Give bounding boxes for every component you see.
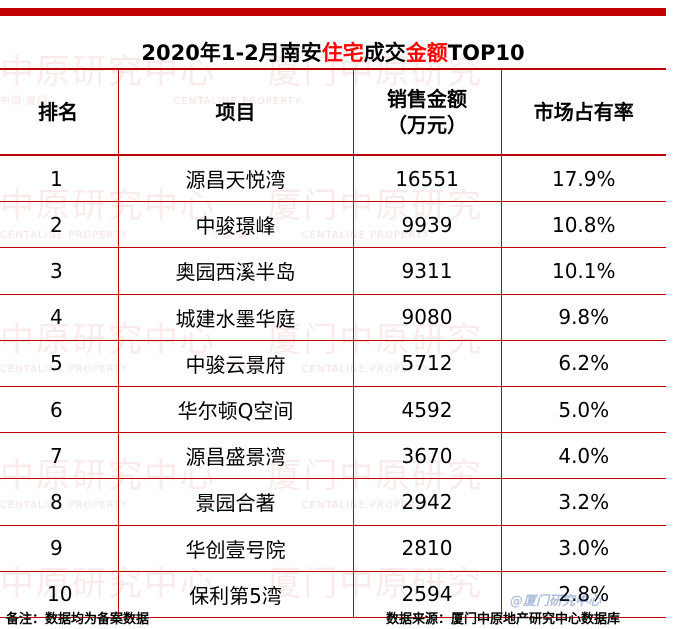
table-row: 3 奥园西溪半岛 9311 10.1%	[0, 247, 666, 295]
column-header-amount: 销售金额 （万元）	[353, 68, 502, 156]
project-cell: 中骏璟峰	[118, 201, 354, 249]
amount-cell: 5712	[353, 340, 502, 387]
table-row: 10 保利第5湾 2594 2.8%	[0, 571, 666, 618]
share-cell: 9.8%	[501, 294, 666, 341]
ranking-table: 排名 项目 销售金额 （万元） 市场占有率 1 源昌天悦湾 16551 17.9…	[0, 68, 666, 618]
share-cell: 3.2%	[501, 478, 666, 526]
amount-cell: 16551	[353, 155, 502, 203]
amount-cell: 9080	[353, 294, 502, 341]
project-cell: 景园合著	[118, 478, 354, 526]
rank-cell: 5	[0, 340, 119, 387]
amount-cell: 2594	[353, 571, 502, 618]
rank-cell: 10	[0, 571, 119, 618]
share-cell: 3.0%	[501, 525, 666, 572]
top-accent-bar	[0, 8, 666, 16]
table-row: 6 华尔顿Q空间 4592 5.0%	[0, 386, 666, 434]
rank-cell: 1	[0, 155, 119, 203]
share-cell: 2.8%	[501, 571, 666, 618]
project-cell: 华创壹号院	[118, 525, 354, 572]
table-row: 1 源昌天悦湾 16551 17.9%	[0, 155, 666, 203]
rank-cell: 9	[0, 525, 119, 572]
table-row: 5 中骏云景府 5712 6.2%	[0, 340, 666, 387]
share-cell: 6.2%	[501, 340, 666, 387]
footer-note: 备注：数据均为备案数据	[6, 612, 150, 627]
project-cell: 城建水墨华庭	[118, 294, 354, 341]
share-cell: 10.8%	[501, 201, 666, 249]
amount-cell: 2942	[353, 478, 502, 526]
rank-cell: 2	[0, 201, 119, 249]
footer-watermark: @厦门研究中心	[510, 594, 602, 609]
column-header-rank: 排名	[0, 68, 119, 156]
column-header-project: 项目	[118, 68, 354, 156]
amount-cell: 2810	[353, 525, 502, 572]
table-row: 9 华创壹号院 2810 3.0%	[0, 525, 666, 572]
project-cell: 保利第5湾	[118, 571, 354, 618]
rank-cell: 7	[0, 432, 119, 480]
amount-cell: 3670	[353, 432, 502, 480]
table-row: 7 源昌盛景湾 3670 4.0%	[0, 432, 666, 480]
page-title: 2020年1-2月南安住宅成交金额TOP10	[141, 41, 525, 65]
amount-cell: 4592	[353, 386, 502, 434]
share-cell: 4.0%	[501, 432, 666, 480]
rank-cell: 4	[0, 294, 119, 341]
rank-cell: 6	[0, 386, 119, 434]
project-cell: 源昌盛景湾	[118, 432, 354, 480]
project-cell: 华尔顿Q空间	[118, 386, 354, 434]
project-cell: 中骏云景府	[118, 340, 354, 387]
amount-cell: 9311	[353, 247, 502, 295]
share-cell: 10.1%	[501, 247, 666, 295]
rank-cell: 3	[0, 247, 119, 295]
share-cell: 5.0%	[501, 386, 666, 434]
rank-cell: 8	[0, 478, 119, 526]
table-row: 4 城建水墨华庭 9080 9.8%	[0, 294, 666, 341]
project-cell: 奥园西溪半岛	[118, 247, 354, 295]
share-cell: 17.9%	[501, 155, 666, 203]
table-row: 8 景园合著 2942 3.2%	[0, 478, 666, 526]
project-cell: 源昌天悦湾	[118, 155, 354, 203]
table-row: 2 中骏璟峰 9939 10.8%	[0, 201, 666, 249]
footer-source: 数据来源：厦门中原地产研究中心数据库	[386, 612, 621, 627]
table-header-row: 排名 项目 销售金额 （万元） 市场占有率	[0, 68, 666, 156]
column-header-share: 市场占有率	[501, 68, 666, 156]
amount-cell: 9939	[353, 201, 502, 249]
